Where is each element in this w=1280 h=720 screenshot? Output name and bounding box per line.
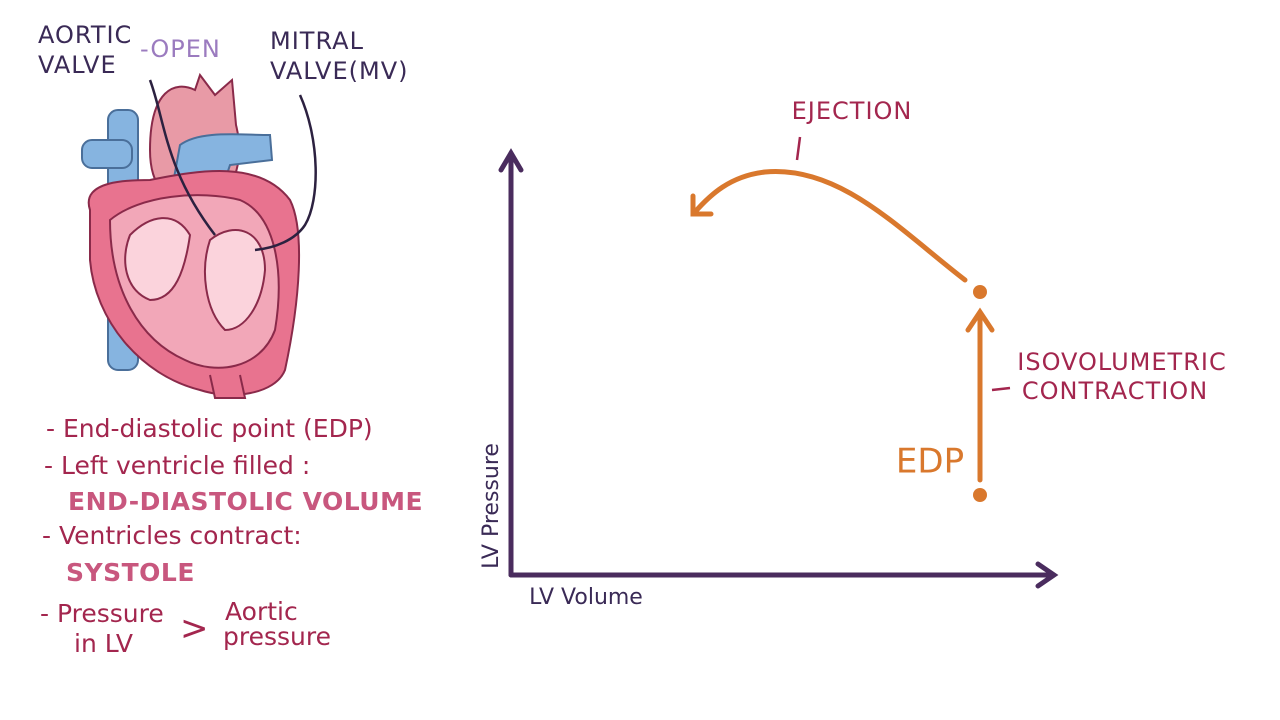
isovolumetric-label: CONTRACTION xyxy=(1022,377,1208,405)
note: - Ventricles contract: xyxy=(42,521,302,550)
greater-sign: > xyxy=(180,609,209,649)
point xyxy=(973,285,987,299)
edp-label: EDP xyxy=(896,442,964,482)
pv-loop xyxy=(690,169,995,483)
aortic-pointer xyxy=(148,79,216,236)
note: - End-diastolic point (EDP) xyxy=(46,414,373,443)
mitral-pointer xyxy=(254,94,317,252)
mitral-label: MITRAL xyxy=(270,27,364,55)
aortic-label: AORTIC xyxy=(38,21,132,49)
note: - Left ventricle filled : xyxy=(44,451,310,480)
ejection-label: EJECTION xyxy=(792,97,913,125)
note: pressure xyxy=(223,622,331,651)
note: Aortic xyxy=(225,597,298,626)
y-axis-label: LV Pressure xyxy=(479,443,504,569)
label-ticks xyxy=(795,136,1011,392)
aortic-label: VALVE xyxy=(38,51,117,79)
note-highlight: SYSTOLE xyxy=(66,558,195,587)
mitral-label: VALVE(MV) xyxy=(270,57,408,85)
isovolumetric-label: ISOVOLUMETRIC xyxy=(1017,348,1226,376)
note: - Pressure xyxy=(40,599,164,628)
axes xyxy=(498,148,1059,589)
note: in LV xyxy=(74,629,133,658)
x-axis-label: LV Volume xyxy=(529,585,643,610)
open-label: -OPEN xyxy=(140,35,221,63)
point xyxy=(973,488,987,502)
note-highlight: END-DIASTOLIC VOLUME xyxy=(68,487,423,516)
